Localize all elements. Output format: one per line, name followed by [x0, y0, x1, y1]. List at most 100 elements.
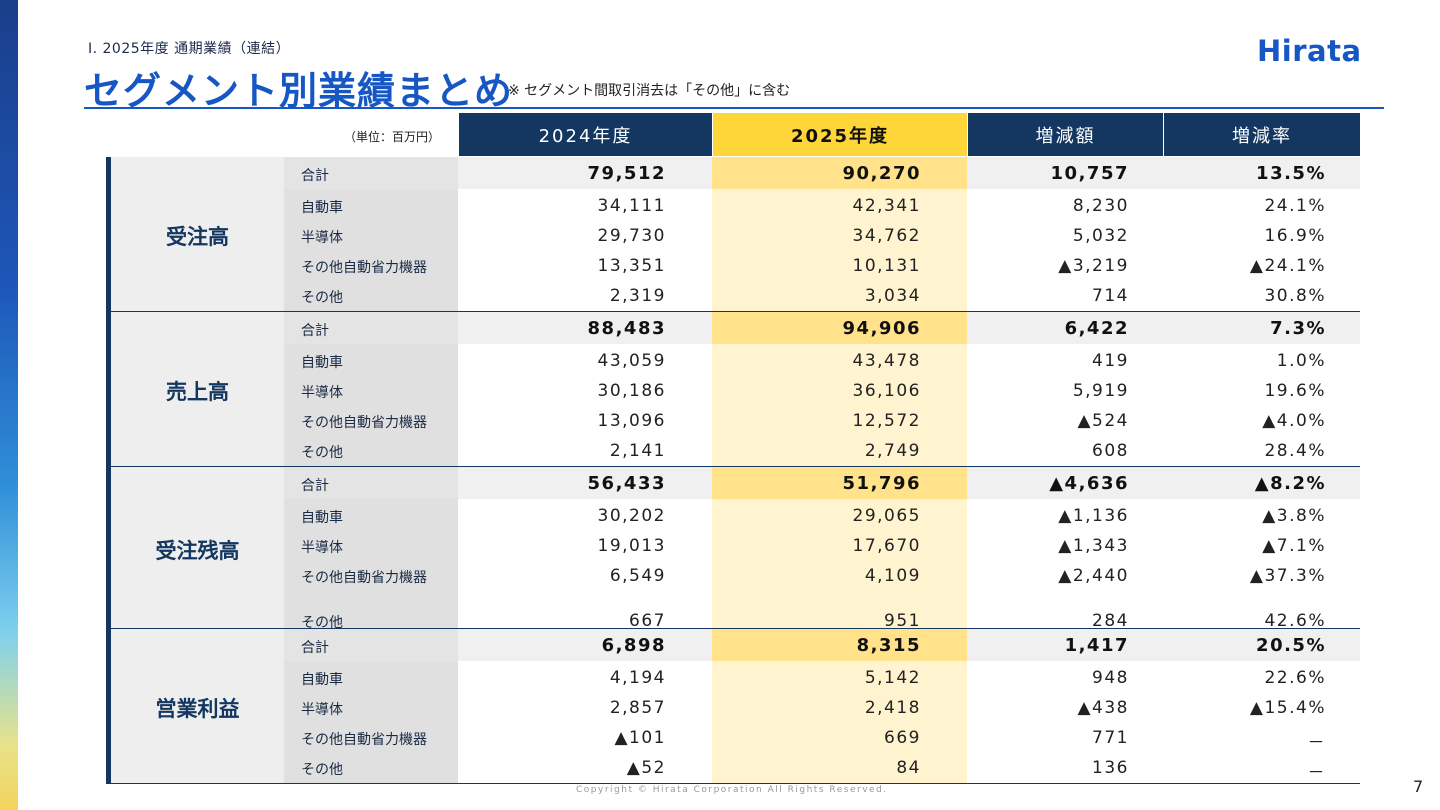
value-diff: ▲1,136 — [1058, 506, 1129, 526]
value-2025: 5,142 — [864, 668, 921, 688]
segment-name: 営業利益 — [155, 697, 240, 721]
row-label: 自動車 — [301, 510, 343, 526]
value-rate: ▲15.4% — [1249, 698, 1326, 718]
header-rate: 増減率 — [1164, 113, 1360, 156]
value-2025: 10,131 — [852, 256, 921, 276]
value-rate: 19.6% — [1264, 381, 1326, 401]
value-2025: 34,762 — [852, 226, 921, 246]
value-rate: ▲7.1% — [1262, 536, 1326, 556]
value-rate: 30.8% — [1264, 286, 1326, 306]
value-2025: 42,341 — [852, 196, 921, 216]
total-row-band — [284, 629, 458, 661]
group-divider — [106, 628, 1360, 629]
value-rate: 1.0% — [1276, 351, 1326, 371]
value-2024: 2,319 — [609, 286, 666, 306]
value-2024: 2,857 — [609, 698, 666, 718]
value-2025: 12,572 — [852, 411, 921, 431]
value-diff: 608 — [1092, 441, 1129, 461]
value-diff: 714 — [1092, 286, 1129, 306]
value-2025: 90,270 — [842, 163, 921, 184]
segment-name: 売上高 — [166, 380, 229, 404]
header-2024: 2024年度 — [459, 113, 712, 156]
value-diff: 8,230 — [1072, 196, 1129, 216]
total-row-band — [967, 312, 1360, 344]
section-label: Ⅰ. 2025年度 通期業績（連結） — [88, 41, 291, 57]
value-rate: 28.4% — [1264, 441, 1326, 461]
value-2024: ▲101 — [614, 728, 666, 748]
value-diff: 136 — [1092, 758, 1129, 778]
value-2024: 19,013 — [597, 536, 666, 556]
value-rate: 42.6% — [1264, 611, 1326, 631]
total-row-band — [967, 467, 1360, 499]
value-rate: － — [1307, 763, 1326, 783]
value-2025: 669 — [884, 728, 921, 748]
value-2024: 6,898 — [601, 635, 666, 656]
group-divider — [106, 466, 1360, 467]
total-row-band — [284, 312, 458, 344]
total-row-band — [712, 467, 967, 499]
row-label: 半導体 — [301, 702, 343, 718]
value-2024: 30,186 — [597, 381, 666, 401]
value-rate: － — [1307, 733, 1326, 753]
value-diff: 5,032 — [1072, 226, 1129, 246]
value-2025: 951 — [884, 611, 921, 631]
value-2024: 30,202 — [597, 506, 666, 526]
value-2025: 4,109 — [864, 566, 921, 586]
value-2025: 94,906 — [842, 318, 921, 339]
value-2025: 2,418 — [864, 698, 921, 718]
value-rate: 24.1% — [1264, 196, 1326, 216]
row-label: その他自動省力機器 — [301, 732, 427, 748]
value-2024: 4,194 — [609, 668, 666, 688]
total-row-band — [458, 157, 712, 189]
value-diff: 419 — [1092, 351, 1129, 371]
total-row-band — [967, 157, 1360, 189]
value-rate: 7.3% — [1270, 318, 1326, 339]
value-2024: 667 — [629, 611, 666, 631]
row-label: 自動車 — [301, 672, 343, 688]
value-diff: ▲3,219 — [1058, 256, 1129, 276]
segment-name: 受注残高 — [155, 539, 240, 563]
footnote-note: ※ セグメント間取引消去は「その他」に含む — [508, 83, 791, 99]
value-diff: ▲1,343 — [1058, 536, 1129, 556]
value-2025: 8,315 — [856, 635, 921, 656]
value-diff: 284 — [1092, 611, 1129, 631]
value-2024: ▲52 — [626, 758, 666, 778]
row-label: 自動車 — [301, 355, 343, 371]
value-2025: 17,670 — [852, 536, 921, 556]
row-label: その他自動省力機器 — [301, 570, 427, 586]
value-rate: 20.5% — [1256, 635, 1326, 656]
row-label: 合計 — [301, 478, 329, 494]
value-diff: ▲438 — [1077, 698, 1129, 718]
value-2024: 29,730 — [597, 226, 666, 246]
row-label: 合計 — [301, 168, 329, 184]
total-row-band — [967, 629, 1360, 661]
total-row-band — [712, 157, 967, 189]
value-2024: 88,483 — [587, 318, 666, 339]
group-divider — [106, 311, 1360, 312]
row-label: 合計 — [301, 323, 329, 339]
row-label: 半導体 — [301, 230, 343, 246]
total-row-band — [712, 629, 967, 661]
page-number: 7 — [1413, 777, 1424, 796]
value-2025: 51,796 — [842, 473, 921, 494]
value-2024: 79,512 — [587, 163, 666, 184]
page-title: セグメント別業績まとめ — [84, 69, 514, 113]
value-rate: 16.9% — [1264, 226, 1326, 246]
value-diff: 771 — [1092, 728, 1129, 748]
value-2024: 13,351 — [597, 256, 666, 276]
row-label: その他 — [301, 762, 343, 778]
side-gradient-bar — [0, 0, 18, 810]
value-diff: 948 — [1092, 668, 1129, 688]
value-2024: 56,433 — [587, 473, 666, 494]
value-diff: 6,422 — [1064, 318, 1129, 339]
value-rate: ▲3.8% — [1262, 506, 1326, 526]
value-2025: 84 — [896, 758, 921, 778]
total-row-band — [284, 157, 458, 189]
value-2024: 6,549 — [609, 566, 666, 586]
segment-name: 受注高 — [166, 225, 229, 249]
value-2024: 2,141 — [609, 441, 666, 461]
row-label: 合計 — [301, 640, 329, 656]
value-2025: 43,478 — [852, 351, 921, 371]
value-2024: 43,059 — [597, 351, 666, 371]
total-row-band — [458, 467, 712, 499]
